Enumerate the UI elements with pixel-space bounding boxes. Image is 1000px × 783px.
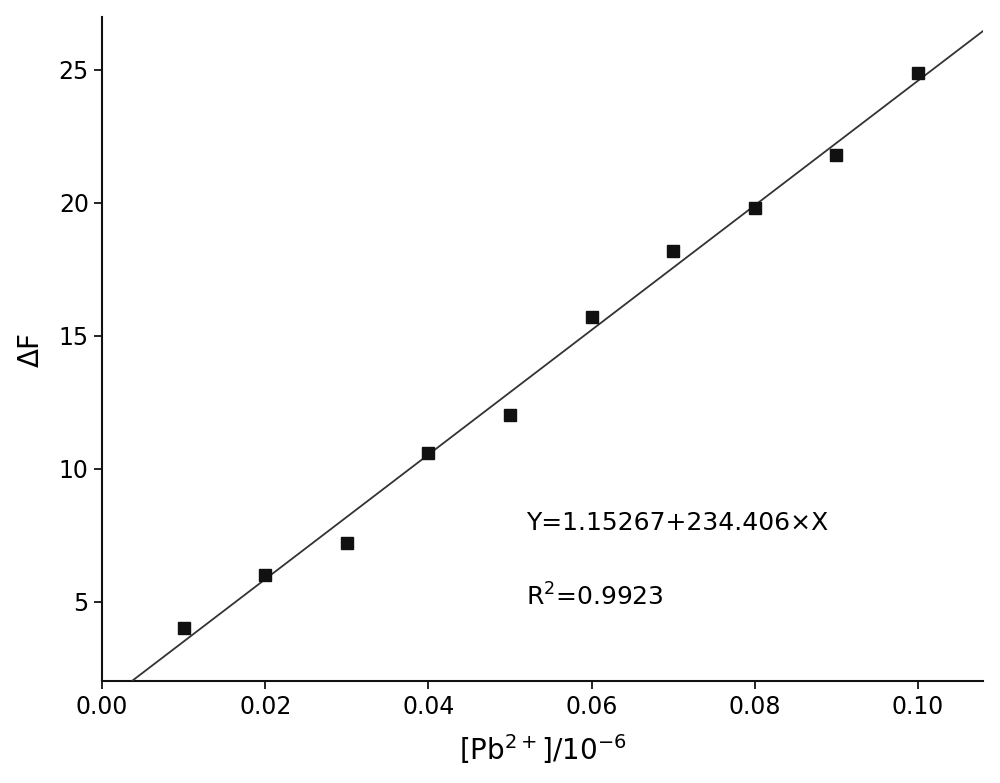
Y-axis label: ΔF: ΔF — [17, 331, 45, 366]
Text: R$^2$=0.9923: R$^2$=0.9923 — [526, 583, 664, 610]
X-axis label: [Pb$^{2+}$]/10$^{-6}$: [Pb$^{2+}$]/10$^{-6}$ — [459, 732, 626, 767]
Text: Y=1.15267+234.406×X: Y=1.15267+234.406×X — [526, 511, 829, 535]
